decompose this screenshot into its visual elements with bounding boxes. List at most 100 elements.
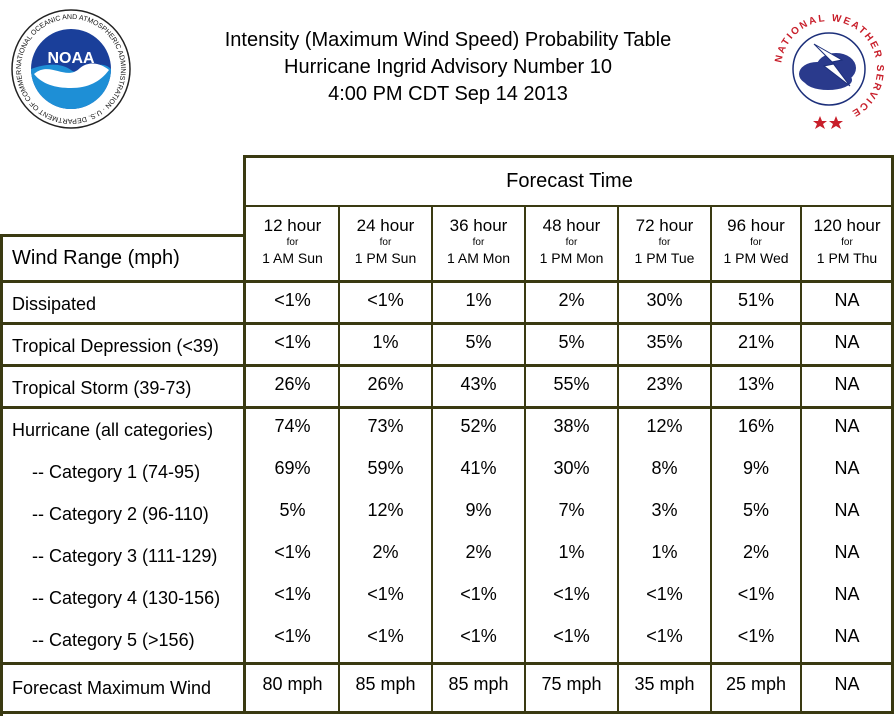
column-header: 12 hour for 1 AM Sun (246, 207, 339, 275)
table-cell: 23% (646, 373, 683, 394)
column-header: 72 hour for 1 PM Tue (618, 207, 711, 275)
table-cell: 2% (465, 541, 492, 562)
table-cell: 25 mph (725, 673, 787, 694)
table-cell: <1% (737, 583, 775, 604)
table-cell: NA (834, 415, 860, 436)
page-title: Intensity (Maximum Wind Speed) Probabili… (148, 27, 748, 108)
table-cell: NA (834, 583, 860, 604)
grid-line (617, 205, 619, 714)
table-cell: 85 mph (448, 673, 509, 694)
grid-line (431, 205, 433, 714)
table-cell: NA (834, 457, 860, 478)
table-cell: 2% (742, 541, 769, 562)
title-line-1: Intensity (Maximum Wind Speed) Probabili… (224, 29, 672, 51)
row-label: Forecast Maximum Wind (12, 677, 212, 698)
table-cell: 12% (646, 415, 683, 436)
table-cell: 16% (737, 415, 775, 436)
column-hours: 120 hour (813, 216, 881, 235)
column-when: 1 PM Thu (816, 250, 878, 266)
svg-text:NOAA: NOAA (47, 50, 95, 67)
table-cell: 2% (372, 541, 399, 562)
table-cell: 1% (651, 541, 678, 562)
table-cell: <1% (553, 625, 590, 646)
table-cell: 41% (460, 457, 497, 478)
table-cell: <1% (367, 625, 404, 646)
grid-line (0, 406, 894, 409)
table-cell: 69% (274, 457, 311, 478)
table-cell: NA (834, 373, 860, 394)
table-cell: 1% (558, 541, 585, 562)
table-cell: 52% (460, 415, 497, 436)
row-label: -- Category 3 (111-129) (32, 545, 218, 566)
grid-line (243, 155, 246, 714)
column-for: for (750, 237, 762, 248)
table-cell: <1% (274, 289, 311, 310)
grid-line (800, 205, 802, 714)
column-when: 1 AM Mon (446, 250, 511, 266)
column-header: 24 hour for 1 PM Sun (339, 207, 432, 275)
column-hours: 72 hour (635, 216, 694, 235)
table-cell: 26% (367, 373, 404, 394)
table-cell: 55% (553, 373, 590, 394)
column-when: 1 PM Sun (354, 250, 417, 266)
grid-line (0, 234, 3, 716)
table-cell: NA (834, 499, 860, 520)
table-cell: <1% (553, 583, 590, 604)
table-cell: NA (834, 673, 860, 694)
grid-line (524, 205, 526, 714)
column-header: 120 hour for 1 PM Thu (801, 207, 893, 275)
table-cell: 26% (274, 373, 311, 394)
column-for: for (841, 237, 853, 248)
table-cell: <1% (367, 583, 404, 604)
column-for: for (472, 237, 485, 248)
column-hours: 48 hour (542, 216, 601, 235)
table-cell: 51% (737, 289, 775, 310)
wind-range-header: Wind Range (mph) (12, 247, 180, 269)
title-line-3: 4:00 PM CDT Sep 14 2013 (328, 83, 568, 105)
row-label: -- Category 2 (96-110) (32, 503, 209, 524)
grid-line (0, 662, 894, 665)
table-cell: NA (834, 331, 860, 352)
table-cell: 5% (558, 331, 585, 352)
column-when: 1 PM Tue (634, 250, 695, 266)
table-cell: <1% (460, 625, 497, 646)
table-cell: 30% (646, 289, 683, 310)
table-cell: 12% (367, 499, 404, 520)
column-header: 36 hour for 1 AM Mon (432, 207, 525, 275)
column-header: 96 hour for 1 PM Wed (711, 207, 801, 275)
noaa-logo: NATIONAL OCEANIC AND ATMOSPHERIC ADMINIS… (10, 8, 131, 129)
table-cell: 35% (646, 331, 683, 352)
column-for: for (286, 237, 299, 248)
table-cell: 80 mph (262, 673, 323, 694)
table-cell: 38% (553, 415, 590, 436)
table-cell: <1% (646, 583, 683, 604)
row-label: -- Category 5 (>156) (32, 629, 195, 650)
header: NATIONAL OCEANIC AND ATMOSPHERIC ADMINIS… (0, 0, 895, 150)
table-cell: <1% (274, 541, 311, 562)
row-label: Tropical Depression (<39) (12, 335, 219, 356)
grid-line (243, 205, 893, 207)
table-cell: 85 mph (355, 673, 416, 694)
nws-logo: NATIONAL WEATHER SERVICE (772, 12, 886, 129)
table-cell: 9% (742, 457, 769, 478)
grid-line (243, 155, 893, 158)
table-cell: 59% (367, 457, 404, 478)
table-cell: 3% (651, 499, 678, 520)
column-for: for (565, 237, 578, 248)
column-when: 1 PM Mon (539, 250, 604, 266)
table-cell: 1% (465, 289, 492, 310)
column-for: for (379, 237, 392, 248)
column-when: 1 AM Sun (262, 250, 323, 266)
table-cell: <1% (274, 583, 311, 604)
table-cell: <1% (274, 331, 311, 352)
table-cell: 74% (274, 415, 311, 436)
forecast-time-header: Forecast Time (506, 169, 633, 192)
grid-line (0, 364, 894, 367)
row-label: -- Category 1 (74-95) (32, 461, 201, 482)
table-cell: 9% (465, 499, 492, 520)
table-cell: 1% (372, 331, 399, 352)
table-cell: 43% (460, 373, 497, 394)
table-cell: 30% (553, 457, 590, 478)
grid-line (891, 155, 894, 714)
